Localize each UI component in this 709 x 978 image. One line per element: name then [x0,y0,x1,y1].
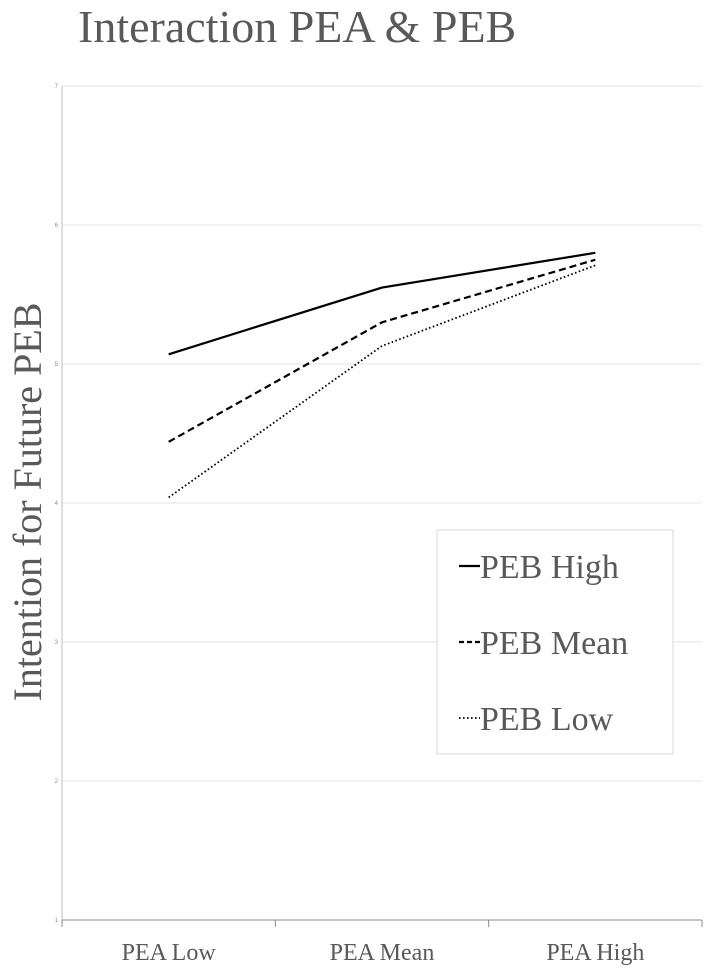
y-tick-labels: 1 2 3 4 5 6 7 [55,84,59,924]
axes [61,86,702,921]
x-tick-label: PEA High [546,940,644,966]
x-ticks [61,920,703,927]
y-tick-label: 1 [55,918,59,924]
series-lines [168,251,596,499]
series-line-peb-high [168,251,596,356]
y-tick-label: 4 [55,501,59,507]
y-tick-label: 5 [55,362,59,368]
x-tick-label: PEA Low [122,940,217,966]
series-line-peb-low [168,264,596,499]
gridlines [62,85,702,782]
legend: PEB High PEB Mean PEB Low [436,529,674,755]
legend-label: PEB Low [480,701,614,738]
y-tick-label: 3 [55,640,59,646]
y-axis-label: Intention for Future PEB [5,303,50,702]
y-tick-label: 7 [55,84,59,90]
legend-label: PEB Mean [480,625,628,662]
chart-title: Interaction PEA & PEB [78,1,516,52]
x-tick-labels: PEA Low PEA Mean PEA High [122,940,645,966]
y-tick-label: 2 [55,779,59,785]
x-tick-label: PEA Mean [330,940,435,966]
legend-label: PEB High [480,549,619,586]
y-tick-label: 6 [55,223,59,229]
series-line-peb-mean [168,258,596,443]
